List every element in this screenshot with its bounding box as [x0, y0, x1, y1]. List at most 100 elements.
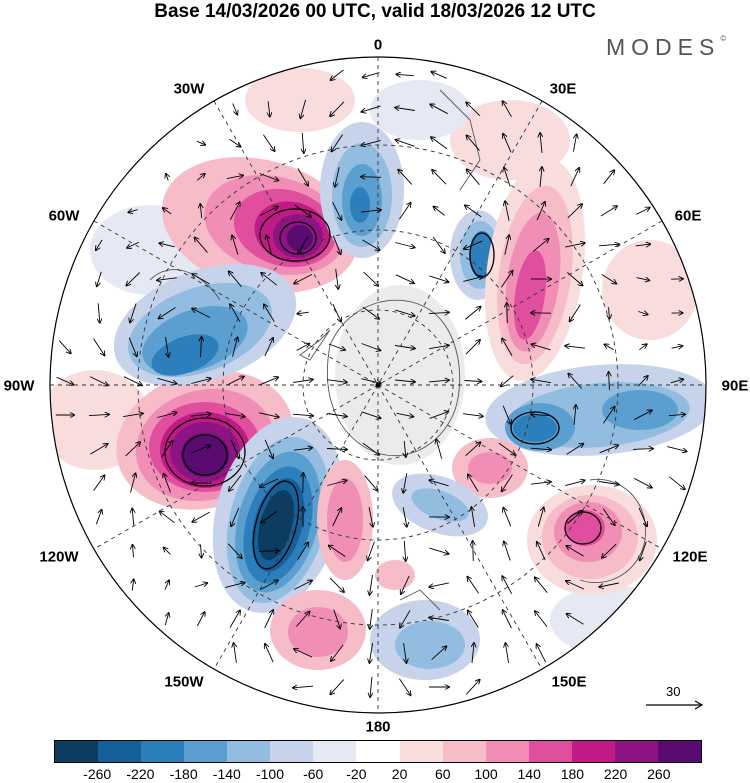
positive-anomaly-110e-core: [468, 452, 512, 484]
wind-vector: [125, 442, 141, 457]
wind-vector: [58, 340, 71, 354]
longitude-label-0: 0: [373, 36, 383, 54]
wind-vector: [265, 644, 274, 663]
wind-vector: [567, 614, 584, 625]
wind-vector: [195, 237, 208, 253]
wind-vector: [293, 686, 314, 688]
longitude-label-180: 180: [365, 718, 391, 736]
colorbar-segment: [399, 741, 443, 762]
wind-vector: [123, 376, 142, 386]
wind-vector: [428, 312, 449, 313]
positive-anomaly-50e: [484, 158, 586, 382]
wind-vector: [196, 141, 205, 145]
wind-vector: [335, 167, 340, 187]
wind-vector: [398, 170, 413, 185]
wind-vector: [468, 611, 479, 628]
wind-vector: [465, 340, 480, 355]
wind-vector: [566, 546, 584, 557]
colorbar-tick-label: -100: [255, 766, 285, 782]
wind-vector: [331, 644, 344, 661]
wind-vector: [430, 104, 449, 115]
wind-vector: [157, 413, 176, 418]
anomaly-lobe-light-blue: [370, 80, 470, 140]
colorbar: [54, 740, 702, 763]
wind-vector: [225, 412, 245, 416]
wind-vector: [230, 439, 239, 458]
wind-vector: [540, 167, 542, 187]
colorbar-segment: [571, 741, 615, 762]
wind-vector: [370, 609, 373, 629]
wind-vector: [600, 206, 617, 217]
wind-vector: [632, 449, 653, 450]
positive-anomaly-125e: [527, 485, 657, 595]
colorbar-segment: [356, 741, 400, 762]
negative-anomaly-10w: [320, 122, 404, 258]
wind-vector: [294, 649, 313, 658]
wind-vector: [570, 168, 579, 187]
negative-anomaly-95e: [485, 364, 706, 456]
colorbar-segment: [528, 741, 572, 762]
wind-vector: [667, 446, 686, 452]
wind-vector: [429, 275, 449, 282]
wind-vector: [362, 442, 379, 455]
wind-vector: [568, 374, 583, 389]
wind-vector: [161, 441, 172, 458]
wind-vector: [503, 508, 512, 527]
wind-vector: [191, 379, 210, 384]
wind-vector: [364, 475, 378, 490]
wind-vector: [467, 577, 479, 594]
wind-vector: [428, 380, 449, 382]
copyright-mark: ©: [720, 34, 727, 43]
wind-vector: [123, 413, 143, 418]
longitude-label-60w: 60W: [48, 207, 80, 225]
wind-vector: [225, 583, 244, 588]
wind-vector: [429, 412, 449, 419]
wind-vector: [166, 174, 168, 181]
wind-vector: [605, 344, 614, 351]
wind-vector: [329, 577, 344, 592]
wind-vector: [505, 643, 510, 663]
wind-vector: [234, 643, 237, 663]
wind-vector: [465, 442, 481, 457]
colorbar-tick-label: -180: [169, 766, 198, 782]
wind-vector: [130, 473, 136, 493]
wind-vector: [165, 337, 169, 357]
wind-vector: [330, 101, 345, 116]
wind-vector: [157, 278, 177, 281]
wind-vector: [395, 274, 414, 283]
wind-vector: [531, 414, 552, 415]
wind-vector: [361, 105, 381, 112]
wind-vector: [501, 375, 514, 387]
reference-vector-label: 30: [666, 684, 681, 699]
longitude-label-150e: 150E: [551, 673, 587, 691]
wind-vector: [232, 103, 238, 115]
wind-vector: [93, 475, 105, 491]
wind-vector: [303, 473, 304, 494]
wind-vector: [473, 541, 474, 562]
wind-vector: [130, 303, 137, 323]
positive-anomaly-165e: [375, 560, 415, 590]
wind-vector: [432, 236, 445, 253]
longitude-label-120e: 120E: [672, 548, 708, 566]
wind-vector: [293, 380, 313, 383]
wind-vector: [328, 343, 345, 350]
wind-vector: [537, 644, 546, 663]
wind-vector: [264, 439, 273, 458]
wind-vector: [98, 303, 100, 322]
anomaly-lobe-light-pink: [245, 68, 355, 132]
wind-vector: [601, 274, 617, 283]
wind-vector: [467, 135, 480, 151]
wind-vector: [637, 376, 648, 387]
wind-vector: [574, 405, 576, 426]
wind-vector: [533, 239, 548, 252]
colorbar-tick-label: 20: [391, 766, 408, 782]
reference-vector-arrow: [646, 700, 704, 710]
wind-vector: [609, 307, 610, 319]
wind-vector: [463, 414, 483, 417]
wind-vector: [670, 379, 684, 384]
wind-vector: [370, 575, 373, 595]
wind-vector: [231, 507, 240, 526]
wind-vector: [566, 444, 584, 455]
wind-vector: [191, 414, 211, 416]
wind-vector: [229, 474, 242, 491]
